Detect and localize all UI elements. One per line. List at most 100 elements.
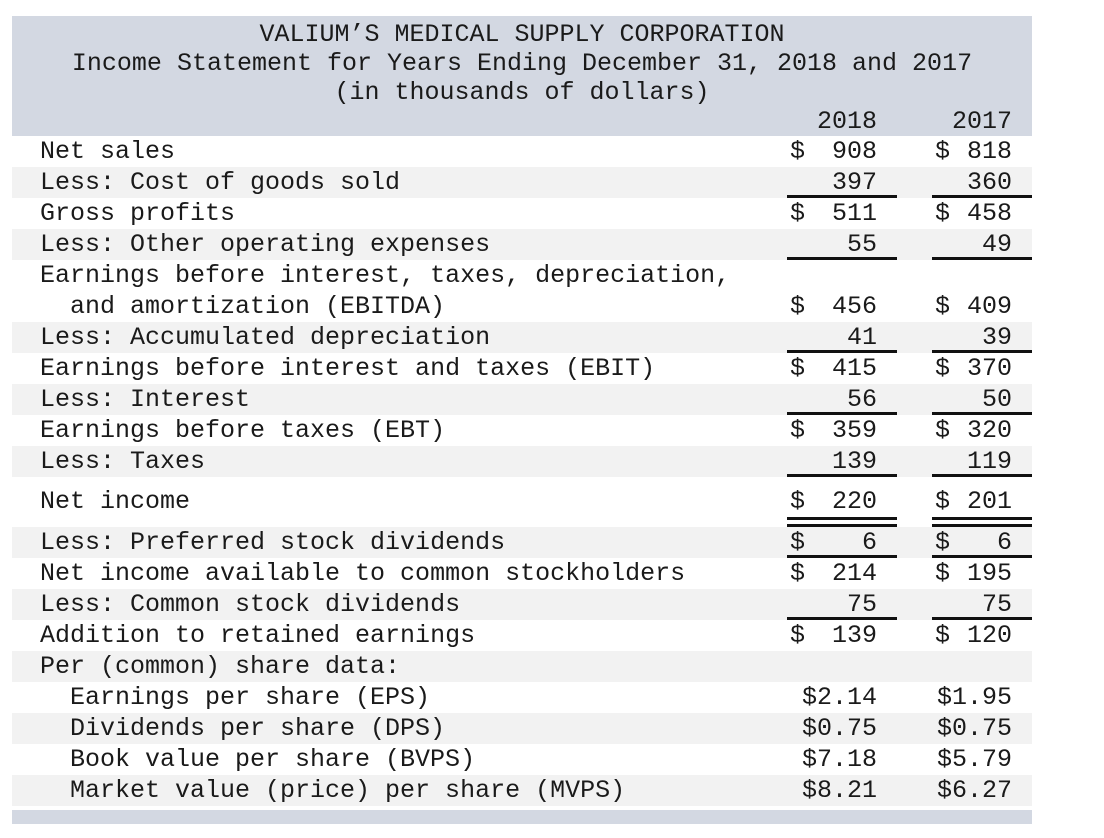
value-2018: 139 — [787, 446, 897, 477]
value-2017: 360 — [932, 167, 1032, 198]
dollar-sign-2017: $ — [935, 199, 951, 228]
table-row: Earnings before taxes (EBT) $359 $320 — [12, 415, 1032, 446]
amount-2017: 409 — [966, 292, 1012, 321]
table-row: Book value per share (BVPS) $7.18 $5.79 — [12, 744, 1032, 775]
value-2017 — [932, 260, 1032, 291]
table-row: Less: Common stock dividends 75 75 — [12, 589, 1032, 620]
row-label: Market value (price) per share (MVPS) — [70, 776, 626, 805]
dollar-sign-2017: $ — [935, 354, 951, 383]
row-label: Net sales — [40, 137, 176, 166]
row-label: Less: Interest — [40, 385, 251, 414]
row-label: Earnings before interest and taxes (EBIT… — [40, 354, 656, 383]
row-label: Addition to retained earnings — [40, 621, 476, 650]
amount-2017: 370 — [966, 354, 1012, 383]
value-2018: 41 — [787, 322, 897, 353]
value-2017: $409 — [932, 291, 1032, 322]
value-2018: $456 — [787, 291, 897, 322]
amount-2018: 6 — [861, 528, 877, 557]
table-row: Net income $220 $201 — [12, 477, 1032, 527]
row-label: Less: Other operating expenses — [40, 230, 491, 259]
amount-2017: 6 — [996, 528, 1012, 557]
amount-2018: 56 — [846, 385, 877, 414]
table-row: Net income available to common stockhold… — [12, 558, 1032, 589]
value-2018: $0.75 — [787, 713, 897, 744]
value-2017: $6.27 — [932, 775, 1032, 806]
value-2018: $8.21 — [787, 775, 897, 806]
value-2018: $415 — [787, 353, 897, 384]
dollar-sign-2017: $ — [935, 621, 951, 650]
value-2017: 49 — [932, 229, 1032, 260]
table-row: Addition to retained earnings $139 $120 — [12, 620, 1032, 651]
value-2018: $139 — [787, 620, 897, 651]
year-header-row: 2018 2017 — [12, 107, 1032, 136]
table-row: Net sales $908 $818 — [12, 136, 1032, 167]
amount-2018: $0.75 — [801, 714, 877, 743]
table-row: Earnings per share (EPS) $2.14 $1.95 — [12, 682, 1032, 713]
value-2017: $320 — [932, 415, 1032, 446]
dollar-sign-2018: $ — [790, 559, 806, 588]
amount-2018: 511 — [831, 199, 877, 228]
value-2017: 75 — [932, 589, 1032, 620]
amount-2018: 41 — [846, 323, 877, 352]
amount-2017: $5.79 — [936, 745, 1012, 774]
row-label: Less: Cost of goods sold — [40, 168, 401, 197]
value-2017: 50 — [932, 384, 1032, 415]
row-label: Less: Common stock dividends — [40, 590, 461, 619]
value-2018: $2.14 — [787, 682, 897, 713]
table-row: Less: Interest 56 50 — [12, 384, 1032, 415]
table-row: Less: Cost of goods sold 397 360 — [12, 167, 1032, 198]
amount-2018: 397 — [831, 168, 877, 197]
amount-2017: 39 — [981, 323, 1012, 352]
table-row: Less: Preferred stock dividends $6 $6 — [12, 527, 1032, 558]
dollar-sign-2018: $ — [790, 292, 806, 321]
table-row: Per (common) share data: — [12, 651, 1032, 682]
value-2018: $7.18 — [787, 744, 897, 775]
table-row: Gross profits $511 $458 — [12, 198, 1032, 229]
amount-2017: 201 — [966, 487, 1012, 516]
statement-title: Income Statement for Years Ending Decemb… — [71, 49, 973, 78]
amount-2018: $8.21 — [801, 776, 877, 805]
dollar-sign-2017: $ — [935, 528, 951, 557]
column-header-2017: 2017 — [951, 107, 1012, 136]
value-2018 — [787, 260, 897, 291]
value-2018: $511 — [787, 198, 897, 229]
dollar-sign-2018: $ — [790, 137, 806, 166]
value-2017: $370 — [932, 353, 1032, 384]
amount-2017: 458 — [966, 199, 1012, 228]
table-row: Less: Other operating expenses 55 49 — [12, 229, 1032, 260]
amount-2017: 119 — [966, 447, 1012, 476]
amount-2017: 360 — [966, 168, 1012, 197]
row-label: Net income — [40, 487, 191, 516]
amount-2017: $0.75 — [936, 714, 1012, 743]
amount-2018: 139 — [831, 621, 877, 650]
amount-2018: 139 — [831, 447, 877, 476]
amount-2017: 320 — [966, 416, 1012, 445]
table-row: Earnings before interest and taxes (EBIT… — [12, 353, 1032, 384]
amount-2018: 214 — [831, 559, 877, 588]
column-header-2018: 2018 — [816, 107, 877, 136]
dollar-sign-2018: $ — [790, 199, 806, 228]
statement-subtitle: (in thousands of dollars) — [334, 78, 710, 107]
row-label: Dividends per share (DPS) — [70, 714, 446, 743]
amount-2017: 195 — [966, 559, 1012, 588]
value-2017: $195 — [932, 558, 1032, 589]
dollar-sign-2018: $ — [790, 487, 806, 516]
value-2018: $220 — [787, 486, 897, 527]
income-statement: VALIUM’S MEDICAL SUPPLY CORPORATION Inco… — [12, 16, 1032, 806]
value-2017: $5.79 — [932, 744, 1032, 775]
dollar-sign-2018: $ — [790, 528, 806, 557]
table-row: Market value (price) per share (MVPS) $8… — [12, 775, 1032, 806]
dollar-sign-2018: $ — [790, 416, 806, 445]
row-label: Earnings before interest, taxes, depreci… — [40, 261, 731, 290]
row-label: and amortization (EBITDA) — [70, 292, 446, 321]
value-2018: 397 — [787, 167, 897, 198]
table-row: Less: Taxes 139 119 — [12, 446, 1032, 477]
dollar-sign-2018: $ — [790, 621, 806, 650]
value-2017: 39 — [932, 322, 1032, 353]
row-label: Less: Taxes — [40, 447, 206, 476]
value-2017: $1.95 — [932, 682, 1032, 713]
row-label: Less: Accumulated depreciation — [40, 323, 491, 352]
dollar-sign-2017: $ — [935, 292, 951, 321]
value-2018 — [787, 651, 897, 682]
value-2018: 55 — [787, 229, 897, 260]
